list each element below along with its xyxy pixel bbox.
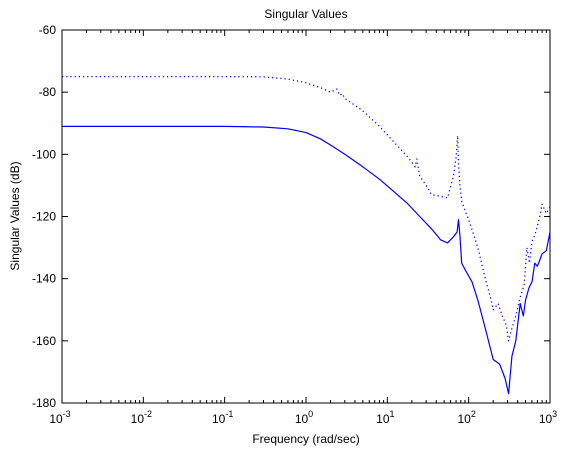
x-tick-label: 10-2 [131,409,152,426]
x-tick-exponent: 0 [308,409,313,419]
y-axis-label: Singular Values (dB) [8,161,22,270]
chart-title: Singular Values [264,7,347,21]
x-tick-label: 101 [376,409,394,426]
y-tick-label: -160 [32,334,56,348]
y-tick-label: -120 [32,210,56,224]
y-tick-label: -80 [39,85,57,99]
minor-tick-group [85,30,547,403]
x-tick-exponent: 3 [552,409,557,419]
x-tick-exponent: -3 [63,409,71,419]
y-tick-label: -100 [32,147,56,161]
x-tick-exponent: 1 [390,409,395,419]
x-tick-exponent: 2 [471,409,476,419]
y-tick-label: -180 [32,396,56,410]
x-tick-label: 100 [295,409,313,426]
y-tick-label: -60 [39,23,57,37]
x-tick-label: 10-1 [212,409,233,426]
x-tick-label: 103 [539,409,557,426]
x-tick-label: 102 [457,409,475,426]
y-tick-label: -140 [32,272,56,286]
x-tick-label: 10-3 [49,409,70,426]
series-layer [62,75,551,395]
major-tick-group [61,29,551,404]
x-axis-label: Frequency (rad/sec) [252,432,359,446]
x-tick-exponent: -1 [225,409,233,419]
x-tick-exponent: -2 [144,409,152,419]
series-line-solid [62,125,551,395]
plot-area [61,29,551,404]
